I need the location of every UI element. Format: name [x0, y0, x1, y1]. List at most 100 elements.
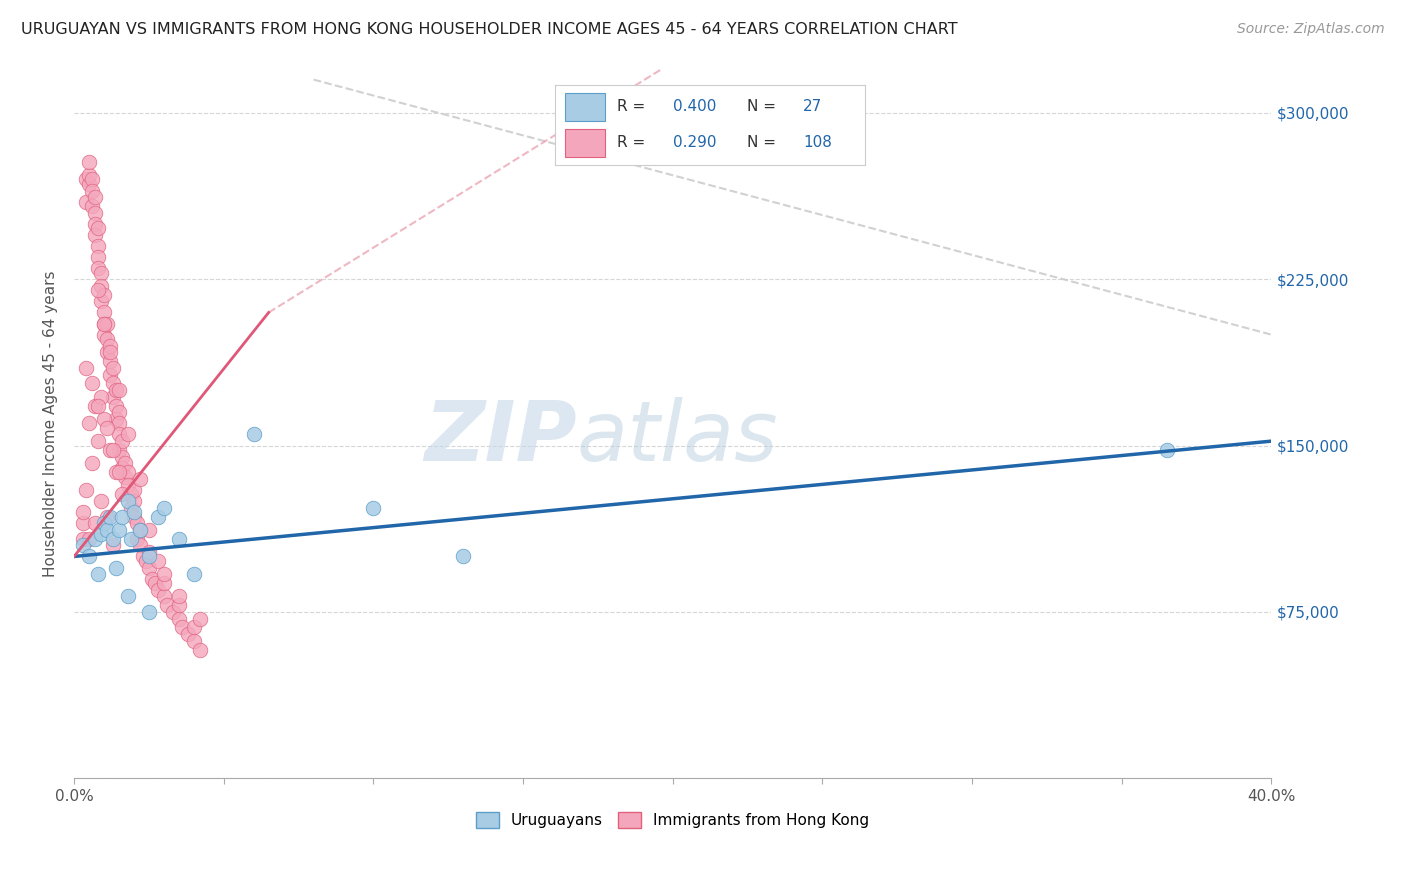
Point	[170, 620, 193, 634]
Point	[167, 590, 190, 604]
Point	[87, 567, 110, 582]
Point	[111, 460, 134, 475]
Text: R =: R =	[617, 99, 651, 114]
Text: ZIP: ZIP	[425, 397, 576, 478]
Point	[75, 194, 97, 209]
Point	[156, 599, 179, 613]
Legend: Uruguayans, Immigrants from Hong Kong: Uruguayans, Immigrants from Hong Kong	[470, 806, 876, 834]
Point	[84, 516, 107, 531]
Point	[138, 560, 160, 574]
Point	[120, 532, 142, 546]
Point	[87, 221, 110, 235]
Point	[77, 417, 100, 431]
Point	[122, 483, 145, 497]
Text: URUGUAYAN VS IMMIGRANTS FROM HONG KONG HOUSEHOLDER INCOME AGES 45 - 64 YEARS COR: URUGUAYAN VS IMMIGRANTS FROM HONG KONG H…	[21, 22, 957, 37]
Point	[93, 305, 115, 319]
Point	[101, 532, 124, 546]
Point	[96, 332, 118, 346]
Text: 108: 108	[803, 135, 832, 150]
Point	[75, 483, 97, 497]
Point	[122, 505, 145, 519]
Point	[90, 278, 112, 293]
Text: 0.400: 0.400	[673, 99, 716, 114]
Point	[114, 469, 136, 483]
Point	[87, 283, 110, 297]
Point	[105, 383, 128, 397]
Point	[114, 456, 136, 470]
Point	[122, 509, 145, 524]
Point	[77, 549, 100, 564]
Point	[167, 532, 190, 546]
Point	[80, 456, 103, 470]
Text: N =: N =	[747, 135, 776, 150]
Point	[80, 199, 103, 213]
Point	[138, 549, 160, 564]
Point	[98, 345, 121, 359]
Text: 0.290: 0.290	[673, 135, 717, 150]
Point	[188, 611, 211, 625]
Point	[98, 509, 121, 524]
Point	[72, 538, 94, 552]
Point	[80, 184, 103, 198]
Point	[153, 567, 176, 582]
Point	[75, 360, 97, 375]
Point	[93, 327, 115, 342]
Point	[108, 523, 131, 537]
Point	[117, 494, 139, 508]
Point	[90, 390, 112, 404]
Point	[111, 434, 134, 449]
Point	[108, 417, 131, 431]
Point	[132, 549, 155, 564]
Point	[93, 412, 115, 426]
Point	[146, 509, 169, 524]
Text: Source: ZipAtlas.com: Source: ZipAtlas.com	[1237, 22, 1385, 37]
Point	[72, 516, 94, 531]
Point	[108, 465, 131, 479]
Point	[1156, 442, 1178, 457]
Point	[120, 500, 142, 515]
Point	[146, 554, 169, 568]
Point	[98, 442, 121, 457]
Point	[84, 227, 107, 242]
FancyBboxPatch shape	[565, 93, 605, 121]
Point	[90, 527, 112, 541]
Point	[93, 317, 115, 331]
Point	[90, 494, 112, 508]
Point	[87, 239, 110, 253]
Point	[153, 500, 176, 515]
Point	[87, 399, 110, 413]
Point	[96, 421, 118, 435]
Point	[77, 532, 100, 546]
Text: 27: 27	[803, 99, 823, 114]
Point	[93, 287, 115, 301]
Point	[77, 177, 100, 191]
Point	[90, 266, 112, 280]
Point	[87, 434, 110, 449]
Point	[125, 516, 148, 531]
Point	[146, 582, 169, 597]
Point	[451, 549, 474, 564]
Point	[153, 576, 176, 591]
Point	[129, 538, 152, 552]
Point	[98, 368, 121, 382]
Point	[84, 532, 107, 546]
Point	[80, 376, 103, 391]
Point	[101, 390, 124, 404]
Point	[105, 399, 128, 413]
Point	[72, 532, 94, 546]
Y-axis label: Householder Income Ages 45 - 64 years: Householder Income Ages 45 - 64 years	[44, 270, 58, 576]
Point	[77, 154, 100, 169]
Point	[135, 554, 157, 568]
Point	[138, 605, 160, 619]
Point	[108, 383, 131, 397]
Point	[93, 516, 115, 531]
Point	[84, 217, 107, 231]
Point	[105, 560, 128, 574]
Point	[108, 427, 131, 442]
Point	[183, 567, 205, 582]
Point	[167, 611, 190, 625]
Point	[111, 487, 134, 501]
Text: N =: N =	[747, 99, 776, 114]
Point	[90, 294, 112, 309]
Point	[80, 172, 103, 186]
